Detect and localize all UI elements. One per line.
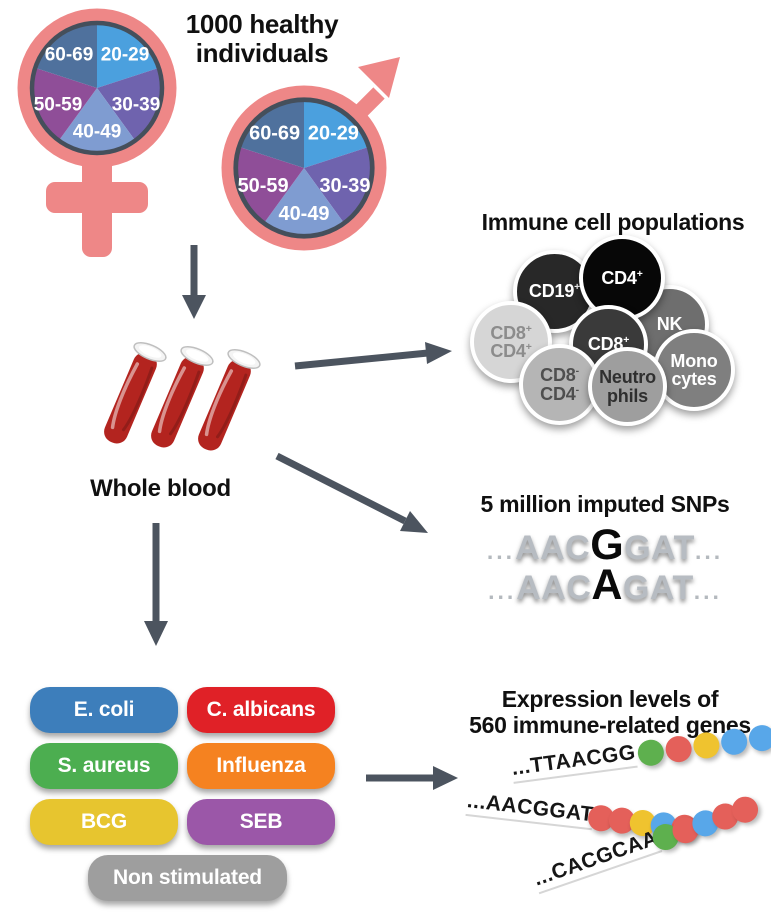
pie-slice-50-59 [235,146,304,224]
female-crossbar [46,182,148,213]
pie-label-20-29: 20-29 [308,122,359,144]
pie-slice-40-49 [58,88,136,154]
expression-bead [691,730,721,760]
ellipsis: ... [488,578,517,604]
pie-label-40-49: 40-49 [73,122,122,143]
stimulus-influenza: Influenza [187,743,335,789]
blood-tube-icon [151,345,214,448]
female-symbol: 20-29 30-39 40-49 50-59 60-69 [17,8,177,257]
arrowhead-blood-to-snps [400,511,428,533]
expression-bead [747,723,771,753]
snp-sequence-alt: ...AACAGAT... [488,561,722,609]
cell-monocytes: Mono cytes [653,329,735,411]
pie-outline [29,20,165,156]
pie-slice-60-69 [35,23,97,88]
blood-tubes [104,341,261,451]
arrowhead-blood-to-stimuli [144,621,168,646]
snp-sequences: ...AACGGAT... ...AACAGAT... [447,521,763,609]
ellipsis: ... [693,578,722,604]
snp-variant-allele: A [591,561,623,609]
ellipsis: ... [694,538,724,564]
expression-bead [635,737,666,767]
arrow-blood-to-snps [275,452,407,525]
pie-slice-20-29 [304,99,369,168]
stimulus-seb: SEB [187,799,335,845]
pie-slice-50-59 [32,67,97,141]
pie-slice-30-39 [97,67,162,141]
arrowhead-stimuli-to-expression [433,766,458,790]
pie-label-30-39: 30-39 [319,175,370,197]
pie-label-60-69: 60-69 [45,45,94,66]
pie-slice-30-39 [304,146,373,224]
flow-arrows [144,245,458,790]
blood-tube-icon [198,348,261,451]
pie-slice-20-29 [97,23,159,88]
stimulus-saureus: S. aureus [30,743,178,789]
arrow-blood-to-cells [294,349,429,370]
stimulus-calbicans: C. albicans [187,687,335,733]
pie-label-20-29: 20-29 [101,45,150,66]
male-age-pie: 20-29 30-39 40-49 50-59 60-69 [233,97,375,239]
pie-slice-60-69 [239,99,304,168]
page-title-line2: individuals [195,37,329,68]
arrowhead-individuals-to-blood [182,295,206,319]
ellipsis: ... [486,538,516,564]
stimulus-bcg: BCG [30,799,178,845]
stimulus-ecoli: E. coli [30,687,178,733]
male-arrow-shaft [345,87,385,127]
expression-bead [719,726,749,756]
snp-sequence-ref: ...AACGGAT... [486,521,724,569]
snp-section-title: 5 million imputed SNPs [480,491,730,517]
blood-tube-icon [104,341,167,444]
immune-section-title: Immune cell populations [481,209,745,235]
pie-label-50-59: 50-59 [238,175,289,197]
snp-variant-allele: G [590,521,625,569]
pie-label-60-69: 60-69 [249,122,300,144]
pie-label-50-59: 50-59 [34,95,83,116]
page-title: 1000 healthy individuals [167,10,357,67]
pie-label-40-49: 40-49 [279,203,330,225]
arrowhead-blood-to-cells [425,342,452,364]
stimulus-nonstimulated: Non stimulated [88,855,287,901]
male-symbol: 20-29 30-39 40-49 50-59 60-69 [221,57,400,251]
cell-neutrophils: Neutro phils [588,347,667,426]
male-ring [221,85,387,251]
page-title-line1: 1000 healthy [185,9,339,39]
expression-bead [663,734,693,764]
pie-slice-40-49 [263,168,345,237]
male-arrow-head [358,57,400,98]
pie-label-30-39: 30-39 [112,95,161,116]
whole-blood-label: Whole blood [90,475,231,502]
pie-outline [233,97,375,239]
female-age-pie: 20-29 30-39 40-49 50-59 60-69 [29,20,165,156]
